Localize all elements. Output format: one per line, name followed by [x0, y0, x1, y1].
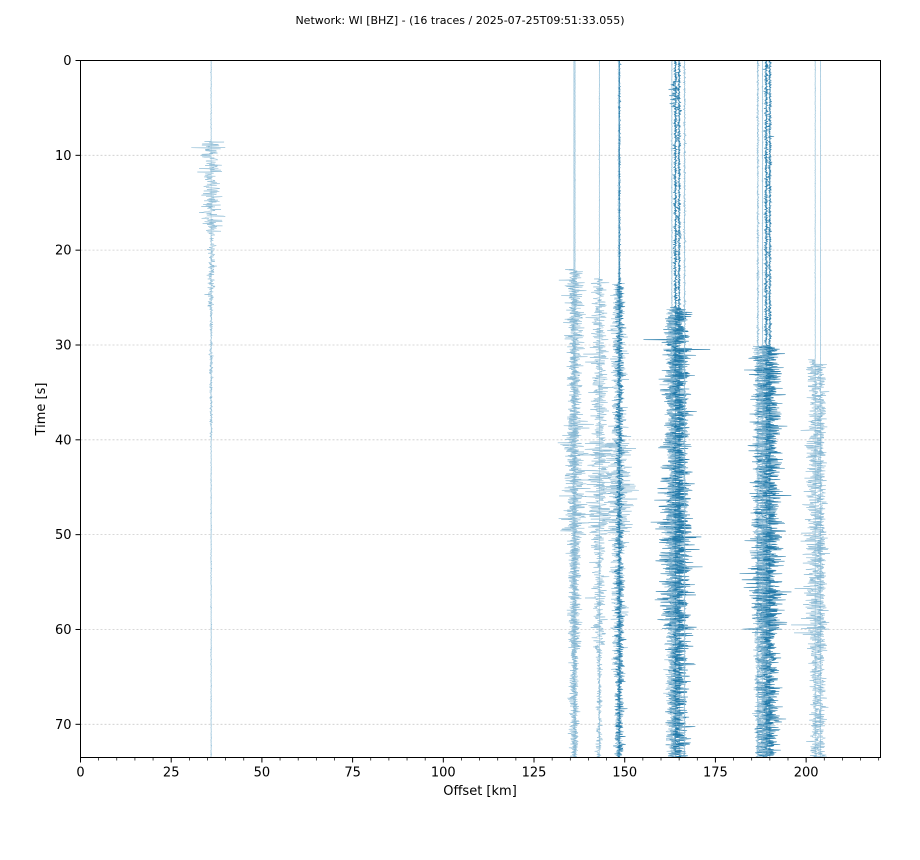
y-tick-label: 10: [55, 149, 72, 164]
x-axis: 0 25 50 75 100 125 150 175 200: [76, 757, 880, 781]
trace-11: [753, 60, 787, 758]
y-tick-label: 30: [55, 338, 72, 353]
x-tick-label: 25: [163, 766, 180, 781]
y-tick-label: 60: [55, 623, 72, 638]
gridlines: [80, 154, 881, 725]
y-tick-label: 20: [55, 244, 72, 259]
x-tick-label: 75: [344, 766, 361, 781]
chart-title: Network: WI [BHZ] - (16 traces / 2025-07…: [295, 14, 624, 27]
trace-7: [681, 60, 688, 758]
traces: [191, 60, 830, 758]
x-tick-label: 150: [612, 766, 637, 781]
x-tick-label: 0: [76, 766, 84, 781]
x-axis-label: Offset [km]: [443, 784, 517, 799]
x-tick-label: 50: [254, 766, 271, 781]
y-tick-label: 70: [55, 718, 72, 733]
x-tick-label: 175: [703, 766, 728, 781]
y-axis: 0 10 20 30 40 50 60 70: [55, 54, 81, 733]
y-tick-label: 0: [63, 54, 71, 69]
x-tick-label: 200: [794, 766, 819, 781]
trace-6: [664, 60, 697, 758]
y-tick-label: 50: [55, 528, 72, 543]
trace-2: [577, 60, 621, 758]
x-tick-label: 125: [522, 766, 547, 781]
y-tick-label: 40: [55, 433, 72, 448]
x-tick-label: 100: [431, 766, 456, 781]
y-axis-label: Time [s]: [34, 383, 49, 437]
trace-0: [191, 60, 226, 758]
plot-frame: [80, 60, 881, 758]
trace-4: [612, 60, 628, 758]
